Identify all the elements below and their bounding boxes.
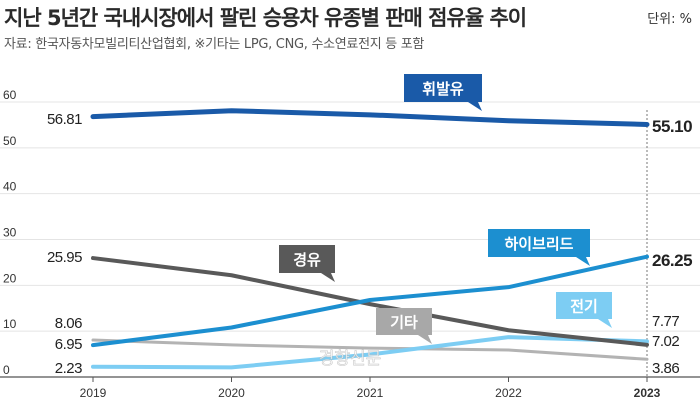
- y-tick-label-20: 20: [3, 271, 17, 285]
- y-tick-label-30: 30: [3, 226, 17, 240]
- legend-tag-box-2: [488, 229, 590, 257]
- x-tick-label-2020: 2020: [218, 386, 245, 400]
- legend-tag-box-1: [279, 245, 335, 273]
- x-tick-label-2022: 2022: [495, 386, 522, 400]
- x-tick-label-2021: 2021: [357, 386, 384, 400]
- y-tick-label-0: 0: [3, 363, 10, 377]
- legend-tag-box-4: [556, 292, 612, 319]
- legend-tag-box-3: [376, 308, 432, 335]
- unit-label: 단위: %: [647, 12, 692, 27]
- legend-tag-label-1: 경유: [293, 251, 321, 269]
- legend-tag-box-0: [404, 74, 482, 102]
- start-value-label-0: 56.81: [47, 111, 82, 128]
- legend-tag-pointer-2: [576, 257, 590, 266]
- x-tick-label-2019: 2019: [80, 386, 107, 400]
- watermark-text: 경향신문: [319, 349, 382, 369]
- end-value-label-2: 26.25: [652, 251, 692, 270]
- series-line-3: [91, 338, 649, 361]
- series-line-2: [91, 254, 649, 348]
- start-value-label-3: 8.06: [55, 315, 82, 332]
- legend-tag-pointer-3: [418, 335, 432, 344]
- legend-tag-pointer-0: [468, 102, 482, 111]
- legend-tag-label-4: 전기: [570, 298, 598, 316]
- start-value-label-4: 2.23: [55, 360, 82, 377]
- y-tick-label-50: 50: [3, 134, 17, 148]
- end-value-label-4: 7.77: [652, 313, 679, 330]
- chart-title: 지난 5년간 국내시장에서 팔린 승용차 유종별 판매 점유율 추이: [4, 6, 527, 30]
- series-line-0: [90, 108, 650, 127]
- legend-tag-label-2: 하이브리드: [504, 235, 573, 253]
- legend-tag-pointer-1: [321, 273, 335, 282]
- series-line-4: [91, 335, 649, 370]
- series-line-1: [91, 256, 649, 347]
- end-value-label-0: 55.10: [652, 117, 692, 136]
- end-value-label-3: 3.86: [652, 360, 679, 377]
- legend-tag-pointer-4: [598, 319, 612, 328]
- start-value-label-2: 6.95: [55, 336, 82, 353]
- x-tick-label-2023: 2023: [634, 386, 661, 400]
- source-note: 자료: 한국자동차모빌리티산업협회, ※기타는 LPG, CNG, 수소연료전지…: [4, 37, 425, 52]
- y-tick-label-40: 40: [3, 180, 17, 194]
- y-tick-label-10: 10: [3, 317, 17, 331]
- end-value-label-1: 7.02: [652, 333, 679, 350]
- start-value-label-1: 25.95: [47, 249, 82, 266]
- legend-tag-label-0: 휘발유: [422, 80, 464, 98]
- y-tick-label-60: 60: [3, 88, 17, 102]
- legend-tag-label-3: 기타: [390, 314, 418, 332]
